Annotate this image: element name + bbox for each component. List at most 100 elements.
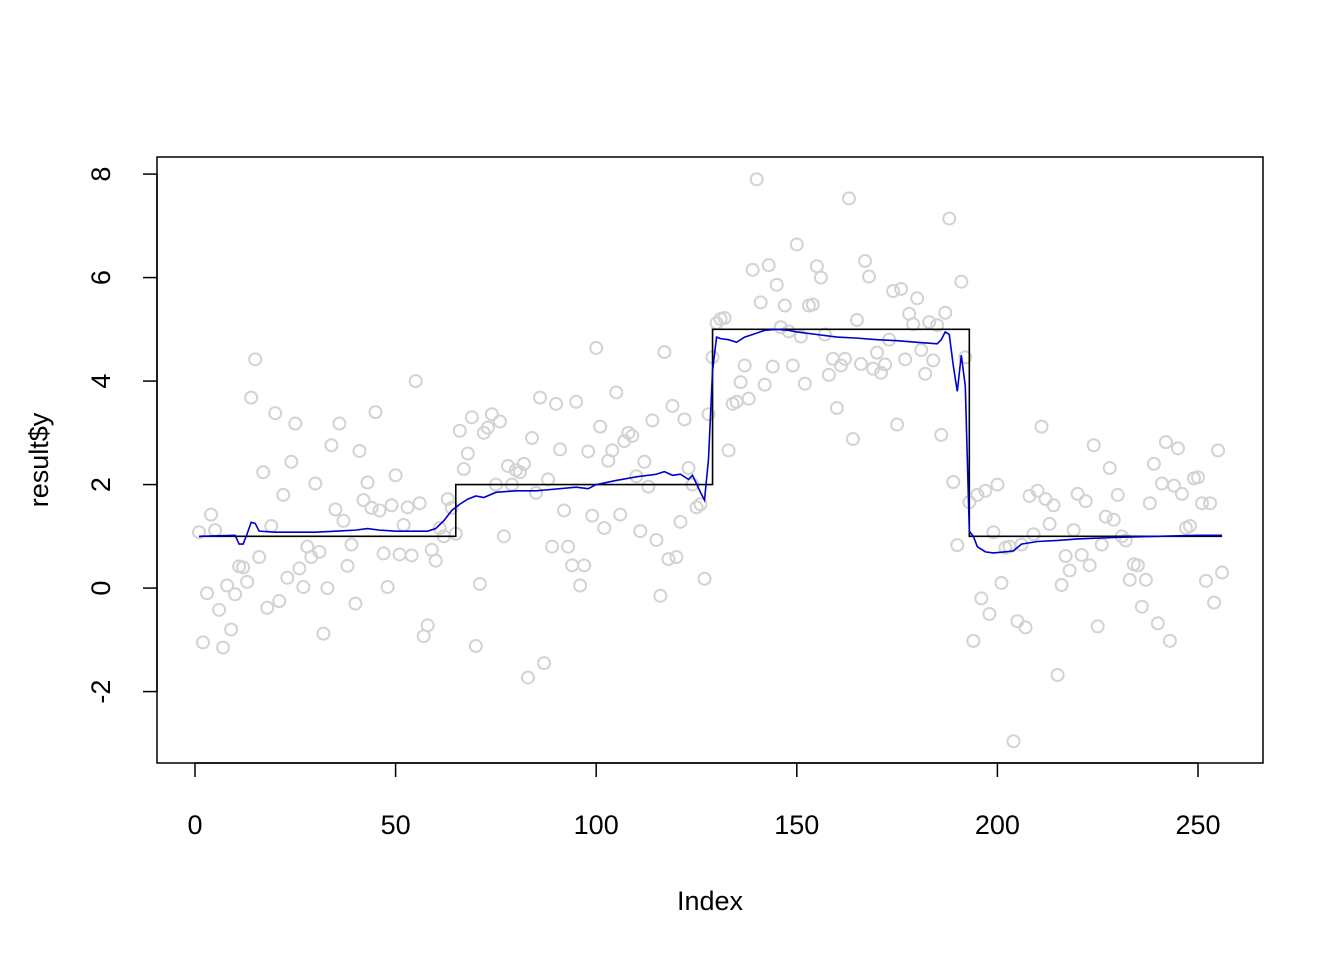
data-point [348,596,363,611]
data-point [825,351,840,366]
data-point [805,297,820,312]
data-point [549,396,564,411]
data-point [573,578,588,593]
data-point [950,538,965,553]
x-tick-label: 150 [774,810,819,840]
data-point [894,281,909,296]
data-point [192,525,207,540]
data-point [288,416,303,431]
data-point [785,358,800,373]
data-point [837,351,852,366]
data-point [1102,461,1117,476]
data-point [1142,496,1157,511]
data-point [292,561,307,576]
data-point [1130,558,1145,573]
data-point [777,298,792,313]
data-point [1094,537,1109,552]
data-point [717,310,732,325]
data-point [789,237,804,252]
data-point [512,465,527,480]
data-point [400,500,415,515]
data-point [569,394,584,409]
data-point [520,670,535,685]
data-point [565,558,580,573]
data-point [412,496,427,511]
y-tick-label: 0 [86,581,116,596]
data-point [525,431,540,446]
data-point [404,548,419,563]
data-point [966,633,981,648]
data-point [468,639,483,654]
data-point [408,374,423,389]
data-point [228,587,243,602]
data-point [990,477,1005,492]
data-point [1211,443,1226,458]
data-point [597,521,612,536]
data-point [1006,734,1021,749]
data-point [1191,470,1206,485]
data-point [974,591,989,606]
data-point [577,558,592,573]
data-point [729,394,744,409]
data-point [380,580,395,595]
data-point [392,547,407,562]
data-point [1086,438,1101,453]
data-point [545,539,560,554]
data-point [484,407,499,422]
data-point [741,391,756,406]
data-point [1170,441,1185,456]
data-point [934,427,949,442]
data-point [946,474,961,489]
data-point [613,507,628,522]
data-point [1199,573,1214,588]
data-point [1078,494,1093,509]
data-point [809,259,824,274]
data-point [681,461,696,476]
data-point [480,420,495,435]
data-point [910,291,925,306]
data-point [428,553,443,568]
data-point [260,600,275,615]
data-point [890,417,905,432]
data-point [1118,533,1133,548]
data-point [444,500,459,515]
data-point [1207,595,1222,610]
data-point [533,390,548,405]
data-point [581,444,596,459]
data-point [625,428,640,443]
data-point [368,405,383,420]
data-point [701,407,716,422]
data-point [1158,435,1173,450]
data-point [1082,558,1097,573]
data-point [516,456,531,471]
data-point [324,438,339,453]
data-point [316,626,331,641]
data-point [212,602,227,617]
data-point [922,315,937,330]
data-point [753,295,768,310]
data-point [328,502,343,517]
data-point [1162,633,1177,648]
data-point [978,483,993,498]
y-axis-label: result$y [24,412,54,507]
data-point [1110,487,1125,502]
data-point [496,529,511,544]
data-point [1054,577,1069,592]
plot-frame [156,156,1264,764]
data-point [236,560,251,575]
data-point [1154,476,1169,491]
data-point [898,352,913,367]
data-point [1030,483,1045,498]
data-point [765,359,780,374]
data-point [500,458,515,473]
data-point [244,390,259,405]
data-point [589,340,604,355]
data-point [942,211,957,226]
data-point [930,318,945,333]
data-point [749,172,764,187]
data-point [845,432,860,447]
data-point [878,357,893,372]
data-point [224,622,239,637]
x-tick-label: 0 [187,810,202,840]
